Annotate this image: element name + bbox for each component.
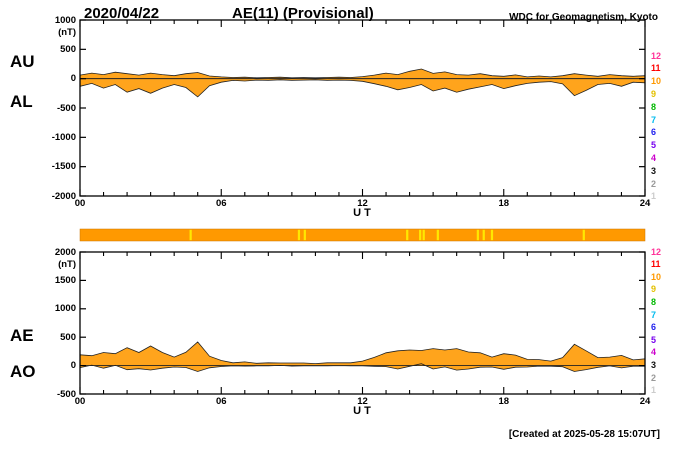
axis-label-au: AU [10, 52, 35, 71]
x-tick-label: 00 [74, 198, 86, 209]
y-tick-label: 500 [60, 43, 76, 55]
availability-mark [482, 229, 485, 241]
x-tick-label: 06 [215, 396, 227, 407]
x-tick-label: 06 [215, 198, 227, 209]
availability-mark [189, 229, 192, 241]
y-tick-label: -1500 [51, 161, 76, 173]
legend-station-count-5: 5 [651, 334, 657, 345]
y-tick-label: 500 [60, 331, 76, 343]
x-tick-label: 24 [639, 396, 651, 407]
axis-label-al: AL [10, 92, 33, 111]
series-AL [79, 78, 646, 98]
legend-station-count-10: 10 [651, 271, 662, 282]
unit-label-top: (nT) [58, 27, 76, 38]
y-tick-label: -2000 [51, 190, 76, 202]
x-axis-title-bottom: U T [353, 405, 371, 417]
legend-station-count-5: 5 [651, 140, 657, 151]
legend-station-count-6: 6 [651, 127, 657, 138]
unit-label-bottom: (nT) [58, 259, 76, 270]
legend-station-count-4: 4 [651, 347, 657, 358]
legend-station-count-9: 9 [651, 88, 657, 99]
x-axis-title-top: U T [353, 207, 371, 219]
availability-mark [490, 229, 494, 241]
plot-title: AE(11) (Provisional) [232, 5, 374, 22]
legend-station-count-1: 1 [651, 191, 657, 202]
x-tick-label: 18 [498, 396, 510, 407]
legend-station-count-10: 10 [651, 76, 662, 87]
legend-station-count-11: 11 [651, 259, 661, 270]
y-tick-label: -500 [56, 388, 76, 400]
plot-date: 2020/04/22 [84, 5, 160, 22]
x-tick-label: 12 [357, 198, 368, 209]
legend-station-count-8: 8 [651, 296, 657, 307]
legend-station-count-3: 3 [651, 359, 657, 370]
x-tick-label: 00 [74, 396, 86, 407]
availability-mark [582, 229, 585, 241]
availability-mark [436, 229, 439, 241]
data-source-label: WDC for Geomagnetism, Kyoto [509, 12, 658, 23]
y-tick-label: -1000 [51, 131, 76, 143]
series-AU [79, 68, 646, 80]
created-timestamp: [Created at 2025-05-28 15:07UT] [508, 429, 660, 440]
legend-station-count-1: 1 [651, 385, 657, 396]
y-tick-label: 1500 [54, 274, 76, 286]
x-tick-label: 24 [639, 198, 651, 209]
series-AO [79, 363, 646, 372]
y-tick-label: 0 [70, 360, 76, 372]
legend-station-count-2: 2 [651, 372, 657, 383]
y-tick-label: 1000 [54, 14, 76, 26]
legend-station-count-8: 8 [651, 101, 657, 112]
y-tick-label: 2000 [54, 246, 76, 258]
legend-station-count-3: 3 [651, 165, 657, 176]
availability-mark [422, 229, 425, 241]
x-tick-label: 12 [357, 396, 368, 407]
axis-label-ao: AO [10, 362, 36, 381]
x-tick-label: 18 [498, 198, 510, 209]
legend-station-count-7: 7 [651, 114, 657, 125]
availability-mark [406, 229, 409, 241]
availability-mark [419, 229, 422, 241]
legend-station-count-7: 7 [651, 309, 657, 320]
panel-frame [79, 251, 646, 395]
legend-station-count-2: 2 [651, 178, 657, 189]
axis-label-ae: AE [10, 326, 34, 345]
panel-frame [79, 19, 646, 197]
availability-bar [79, 228, 646, 242]
legend-station-count-6: 6 [651, 322, 657, 333]
y-tick-label: -500 [56, 102, 76, 114]
y-tick-label: 1000 [54, 303, 76, 315]
y-tick-label: 0 [70, 73, 76, 85]
availability-mark [476, 229, 479, 241]
series-AE [79, 341, 646, 367]
legend-station-count-11: 11 [651, 63, 661, 74]
availability-mark [303, 229, 306, 241]
legend-station-count-9: 9 [651, 284, 657, 295]
legend-station-count-12: 12 [651, 246, 662, 257]
availability-mark [297, 229, 301, 241]
legend-station-count-4: 4 [651, 152, 657, 163]
legend-station-count-12: 12 [651, 50, 662, 61]
